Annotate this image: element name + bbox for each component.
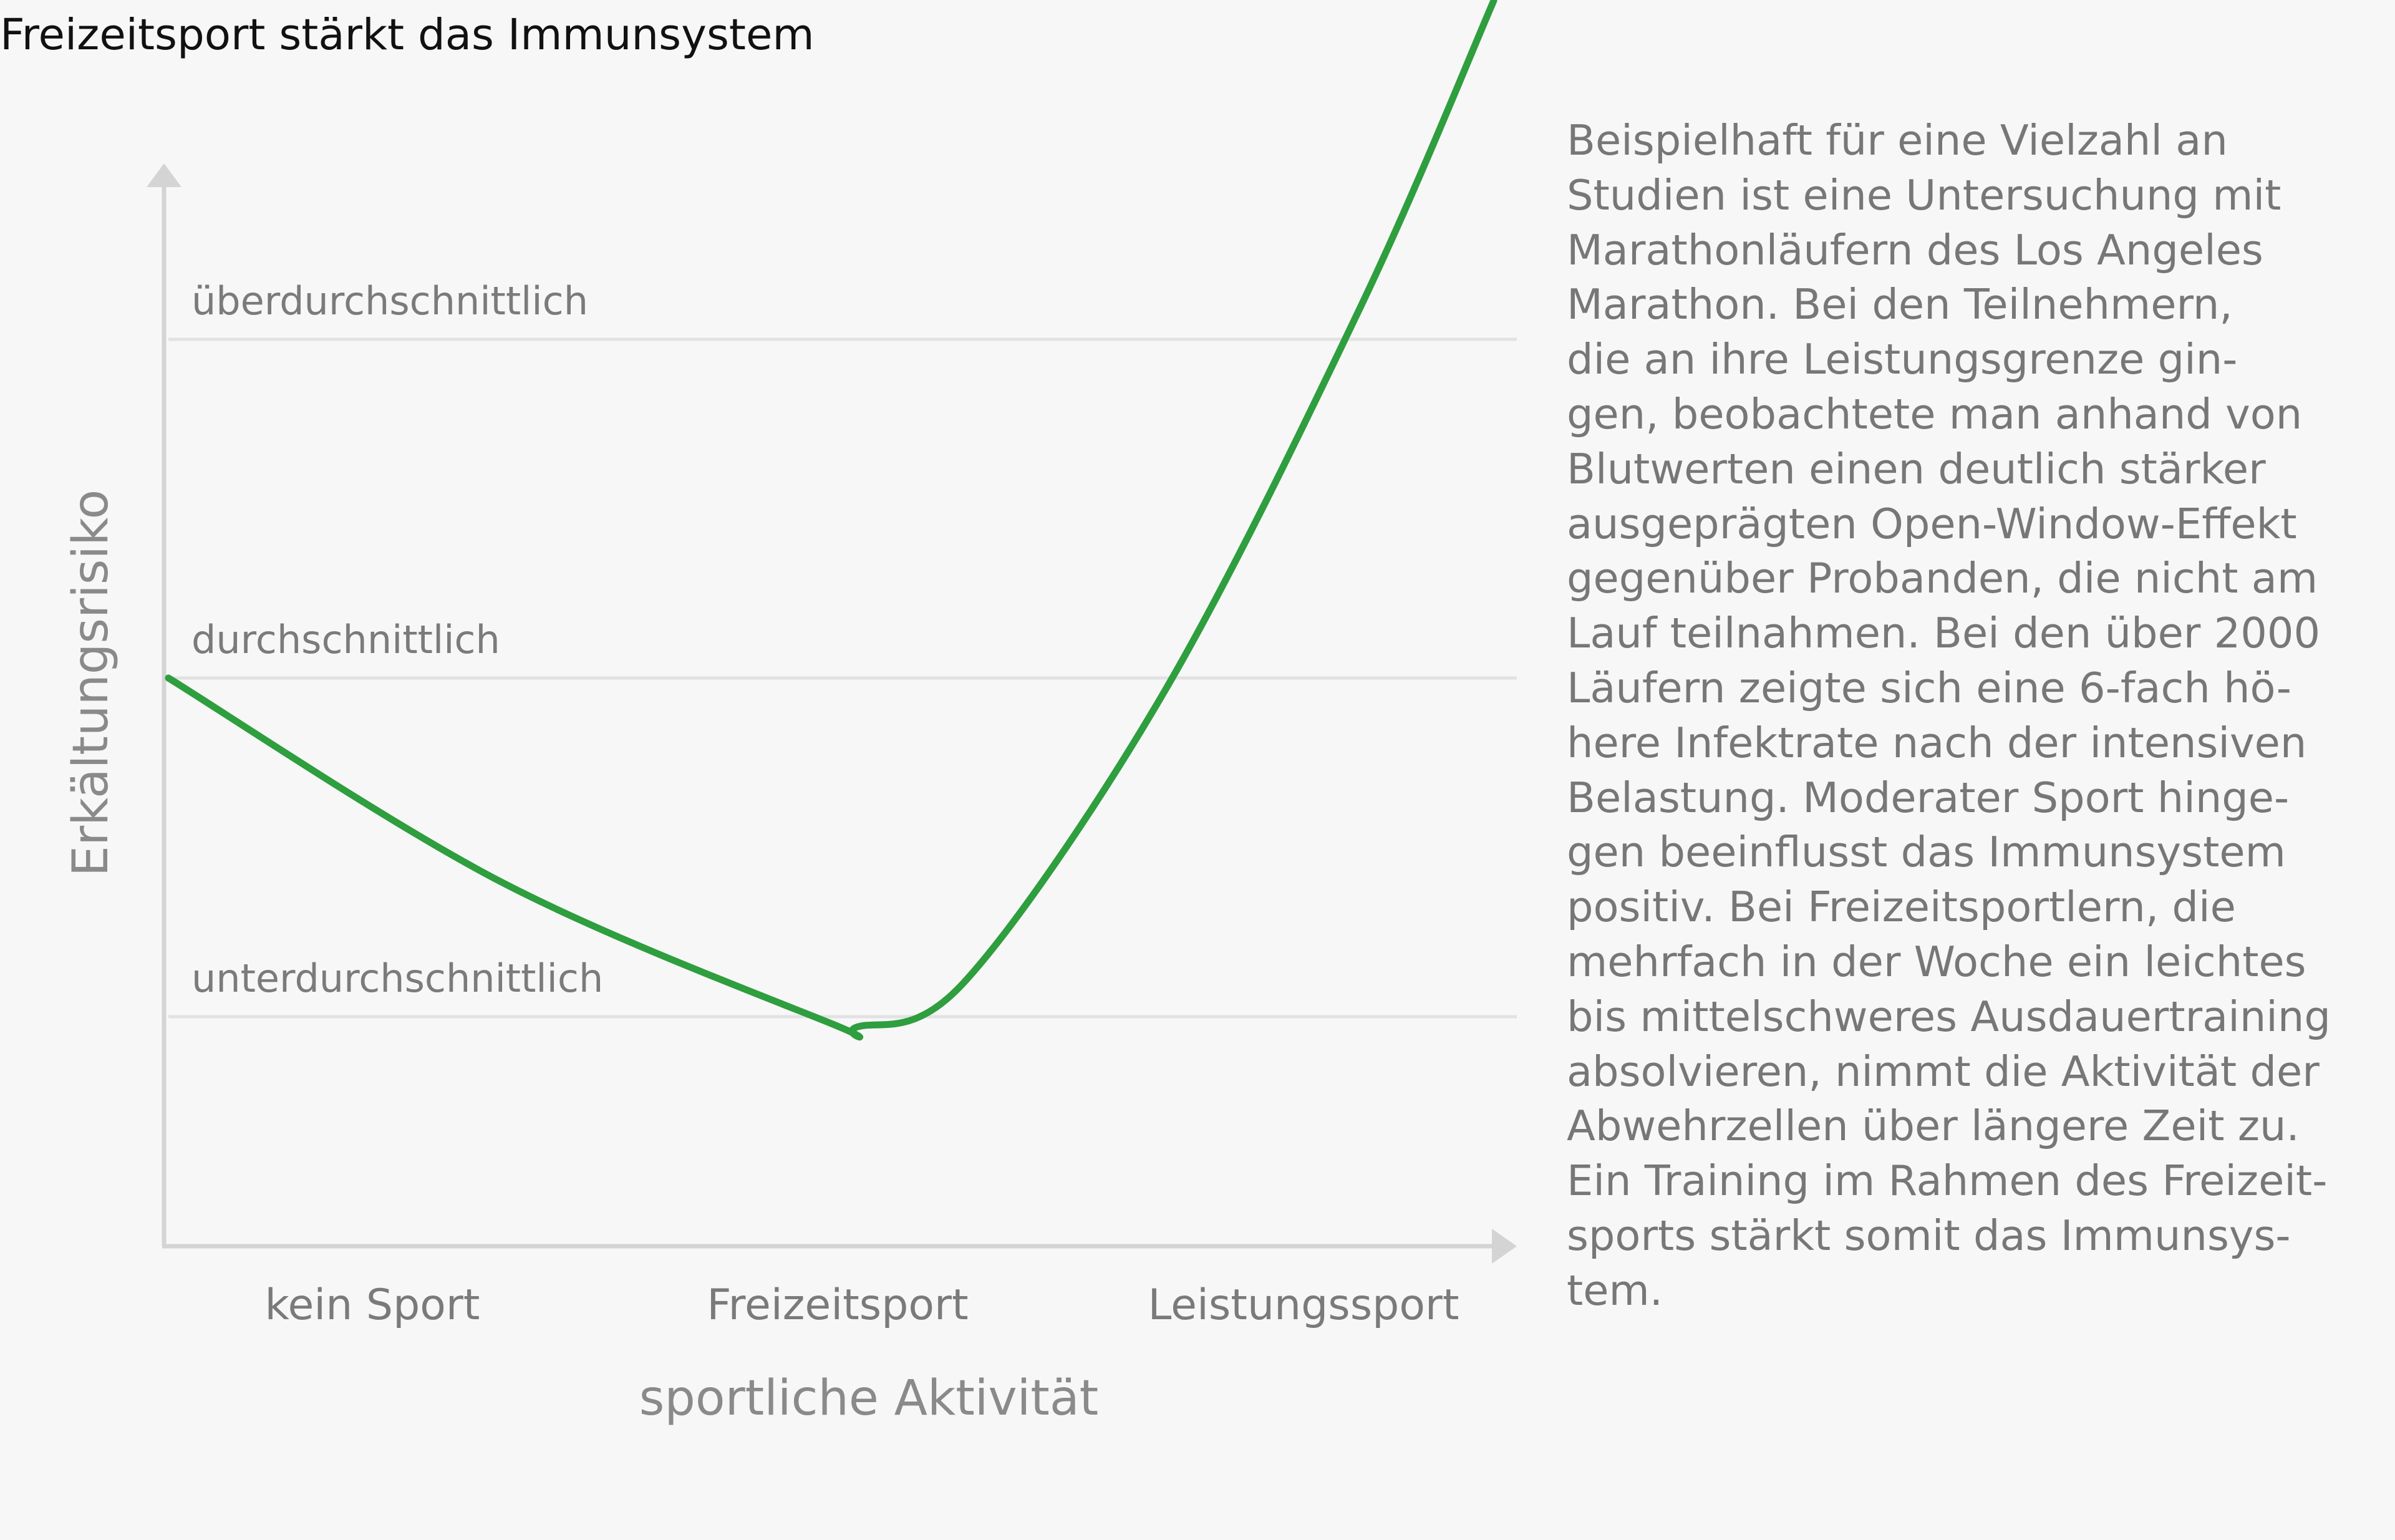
- series: [165, 0, 1497, 1041]
- x-tick-label: kein Sport: [265, 1281, 480, 1330]
- y-level-label: überdurchschnittlich: [191, 278, 588, 324]
- axes: [147, 163, 1517, 1264]
- y-level-label: unterdurchschnittlich: [191, 956, 603, 1001]
- x-axis-label: sportliche Aktivität: [639, 1370, 1099, 1426]
- grid-lines: [168, 337, 1517, 1019]
- chart-title: Freizeitsport stärkt das Immunsystem: [0, 10, 815, 60]
- x-axis-arrow: [1492, 1229, 1517, 1264]
- y-level-label: durchschnittlich: [191, 617, 500, 662]
- series-line: [165, 0, 1497, 1041]
- x-tick-label: Freizeitsport: [707, 1281, 968, 1330]
- x-tick-labels: kein Sport Freizeitsport Leistungssport: [265, 1281, 1459, 1330]
- y-axis-arrow: [147, 163, 181, 187]
- y-level-labels: unterdurchschnittlich durchschnittlich übe…: [191, 278, 603, 1001]
- x-tick-label: Leistungssport: [1148, 1281, 1459, 1330]
- chart: unterdurchschnittlich durchschnittlich übe…: [63, 0, 1517, 1426]
- side-text: Beispielhaft für eine Vielzahl an Studie…: [1567, 116, 2331, 1315]
- y-axis-label: Erkältungsrisiko: [63, 490, 119, 876]
